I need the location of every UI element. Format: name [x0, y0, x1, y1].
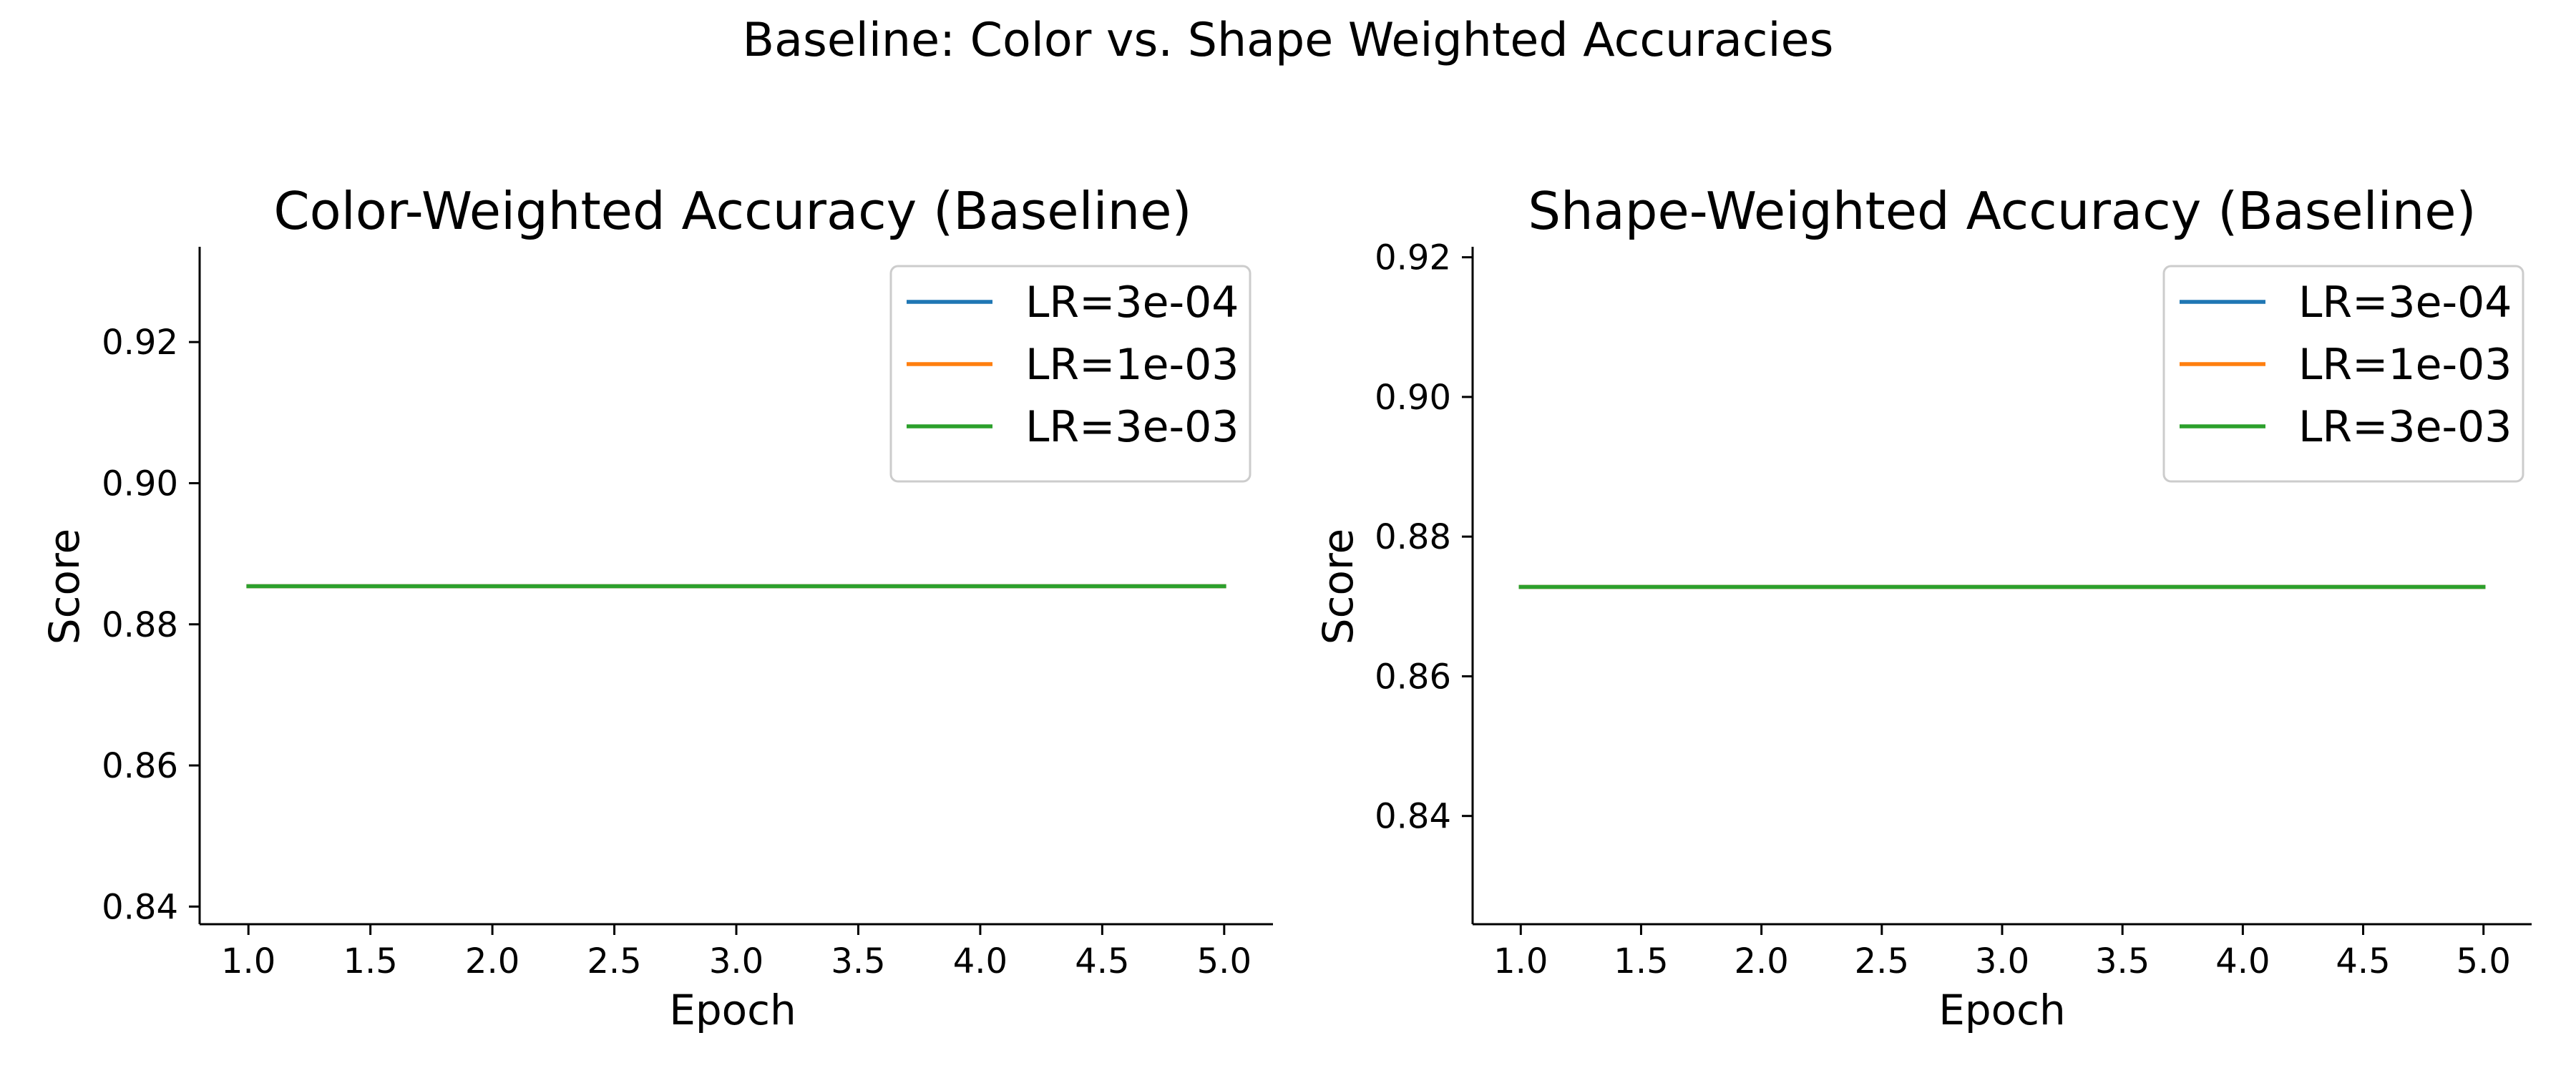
x-tick-label: 4.0 [2215, 941, 2270, 981]
x-tick-label: 2.5 [587, 941, 641, 981]
y-axis-label: Score [40, 529, 89, 645]
x-axis-ticks: 1.0 1.5 2.0 2.5 3.0 3.5 4.0 4.5 5.0 [221, 924, 1252, 981]
y-tick-label: 0.84 [102, 887, 178, 927]
x-tick-label: 4.0 [953, 941, 1008, 981]
x-tick-label: 5.0 [1197, 941, 1252, 981]
x-tick-label: 3.5 [2095, 941, 2150, 981]
legend: LR=3e-04 LR=1e-03 LR=3e-03 [889, 265, 1252, 483]
legend-label: LR=1e-03 [1025, 340, 1239, 390]
y-tick-label: 0.90 [1375, 378, 1451, 418]
legend-label: LR=3e-04 [2298, 278, 2512, 328]
axis-spines [1471, 247, 2532, 926]
x-tick-label: 1.5 [343, 941, 397, 981]
x-tick-label: 1.5 [1614, 941, 1668, 981]
x-tick-label: 2.0 [465, 941, 519, 981]
legend: LR=3e-04 LR=1e-03 LR=3e-03 [2162, 265, 2524, 483]
x-tick-label: 3.0 [1975, 941, 2029, 981]
y-axis-ticks: 0.84 0.86 0.88 0.90 0.92 [102, 323, 200, 927]
y-tick-label: 0.92 [102, 323, 178, 363]
x-tick-label: 4.5 [2336, 941, 2390, 981]
x-tick-label: 3.0 [709, 941, 763, 981]
x-axis-ticks: 1.0 1.5 2.0 2.5 3.0 3.5 4.0 4.5 5.0 [1493, 924, 2511, 981]
y-tick-label: 0.88 [1375, 517, 1451, 557]
x-tick-label: 2.5 [1855, 941, 1909, 981]
color-accuracy-chart: Color-Weighted Accuracy (Baseline) Epoch… [40, 181, 1273, 1034]
y-tick-label: 0.84 [1375, 797, 1451, 837]
chart-title: Shape-Weighted Accuracy (Baseline) [1528, 181, 2476, 241]
axis-spines [198, 247, 1273, 926]
shape-accuracy-chart: Shape-Weighted Accuracy (Baseline) Epoch… [1314, 181, 2532, 1034]
x-axis-label: Epoch [1938, 986, 2066, 1034]
legend-label: LR=1e-03 [2298, 340, 2512, 390]
x-tick-label: 5.0 [2457, 941, 2511, 981]
y-tick-label: 0.86 [1375, 657, 1451, 697]
chart-title: Color-Weighted Accuracy (Baseline) [273, 181, 1191, 241]
legend-label: LR=3e-04 [1025, 278, 1239, 328]
y-tick-label: 0.90 [102, 464, 178, 504]
x-tick-label: 2.0 [1734, 941, 1788, 981]
legend-label: LR=3e-03 [2298, 402, 2512, 452]
y-tick-label: 0.92 [1375, 238, 1451, 278]
x-tick-label: 1.0 [221, 941, 275, 981]
figure-title: Baseline: Color vs. Shape Weighted Accur… [743, 14, 1834, 67]
y-axis-ticks: 0.84 0.86 0.88 0.90 0.92 [1375, 238, 1473, 837]
x-tick-label: 1.0 [1493, 941, 1548, 981]
y-tick-label: 0.88 [102, 605, 178, 645]
legend-label: LR=3e-03 [1025, 402, 1239, 452]
x-tick-label: 4.5 [1075, 941, 1129, 981]
y-tick-label: 0.86 [102, 746, 178, 786]
x-axis-label: Epoch [669, 986, 796, 1034]
y-axis-label: Score [1314, 529, 1362, 645]
x-tick-label: 3.5 [831, 941, 885, 981]
